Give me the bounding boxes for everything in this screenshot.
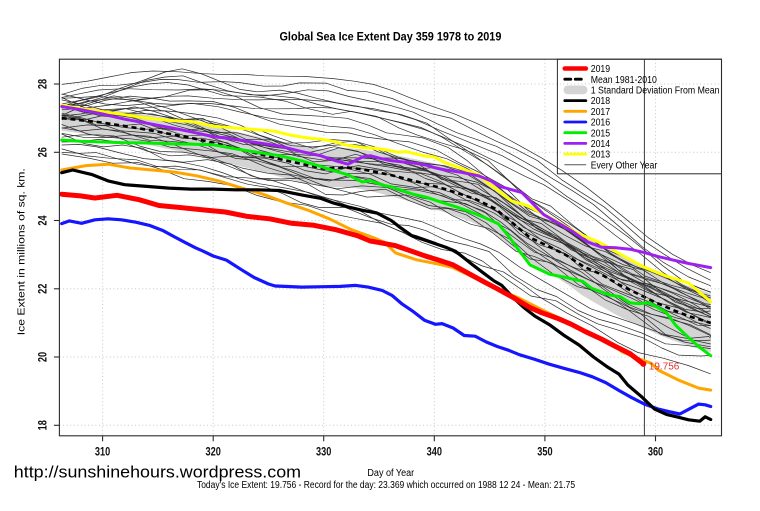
svg-text:Mean 1981-2010: Mean 1981-2010 [591, 74, 657, 86]
svg-text:350: 350 [537, 447, 553, 459]
svg-text:2014: 2014 [591, 138, 611, 150]
svg-text:26: 26 [38, 147, 50, 157]
svg-text:18: 18 [38, 420, 50, 430]
svg-text:Today's Ice Extent: 19.756 -: Today's Ice Extent: 19.756 - Record for … [197, 479, 575, 490]
svg-text:20: 20 [38, 352, 50, 362]
svg-text:1 Standard Deviation From Mean: 1 Standard Deviation From Mean [591, 85, 720, 97]
svg-text:Every Other Year: Every Other Year [591, 160, 658, 172]
svg-text:24: 24 [38, 215, 50, 225]
svg-text:360: 360 [648, 447, 664, 459]
svg-text:330: 330 [316, 447, 332, 459]
svg-text:22: 22 [38, 284, 50, 294]
svg-text:320: 320 [206, 447, 222, 459]
svg-text:2019: 2019 [591, 63, 610, 75]
svg-text:2018: 2018 [591, 96, 610, 108]
svg-text:2015: 2015 [591, 128, 610, 140]
svg-text:2017: 2017 [591, 106, 610, 118]
svg-text:340: 340 [427, 447, 443, 459]
svg-text:http://sunshinehours.wordpress: http://sunshinehours.wordpress.com [14, 462, 301, 481]
svg-text:Ice Extent in millions of sq.: Ice Extent in millions of sq. km. [16, 168, 27, 335]
svg-text:Day of Year: Day of Year [367, 468, 415, 480]
svg-text:310: 310 [95, 447, 111, 459]
svg-text:2016: 2016 [591, 117, 610, 129]
svg-text:28: 28 [38, 79, 50, 89]
svg-text:2013: 2013 [591, 149, 610, 161]
svg-text:Global Sea Ice Extent Day 359: Global Sea Ice Extent Day 359 1978 to 20… [280, 31, 502, 43]
svg-text:19.756: 19.756 [649, 362, 680, 373]
